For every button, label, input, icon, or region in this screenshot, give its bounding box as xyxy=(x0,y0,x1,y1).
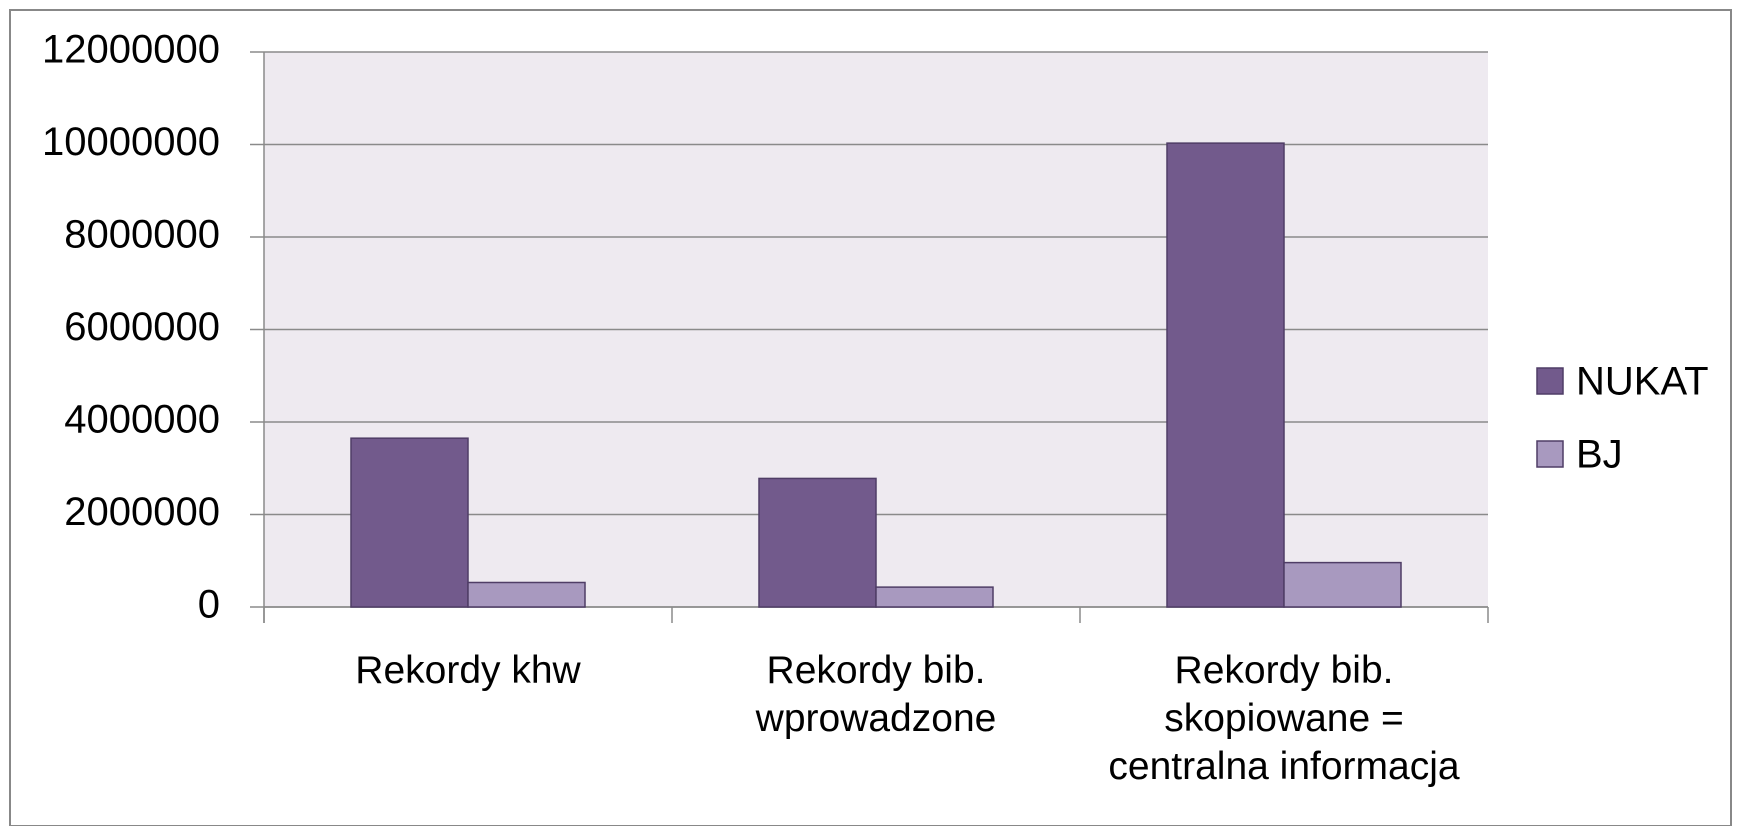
bar xyxy=(758,477,877,608)
y-tick-label: 8000000 xyxy=(64,213,220,257)
legend-swatch xyxy=(1536,367,1564,395)
legend-swatch xyxy=(1536,440,1564,468)
y-tick-label: 6000000 xyxy=(64,305,220,349)
x-tick-label: Rekordy bib. wprowadzone xyxy=(755,649,997,740)
bar xyxy=(875,586,994,608)
bar xyxy=(1166,142,1285,608)
y-tick-label: 4000000 xyxy=(64,398,220,442)
x-tick-label: Rekordy khw xyxy=(355,649,581,692)
frame xyxy=(9,9,1732,826)
legend-label: NUKAT xyxy=(1576,360,1709,404)
y-tick-label: 12000000 xyxy=(42,28,220,72)
y-tick-label: 10000000 xyxy=(42,120,220,164)
bar xyxy=(350,437,469,608)
x-tick-label: Rekordy bib. skopiowane = centralna info… xyxy=(1108,649,1460,788)
bar xyxy=(467,581,586,608)
legend-label: BJ xyxy=(1576,433,1623,477)
y-tick-label: 0 xyxy=(198,583,220,627)
y-tick-label: 2000000 xyxy=(64,490,220,534)
bar xyxy=(1283,561,1402,608)
